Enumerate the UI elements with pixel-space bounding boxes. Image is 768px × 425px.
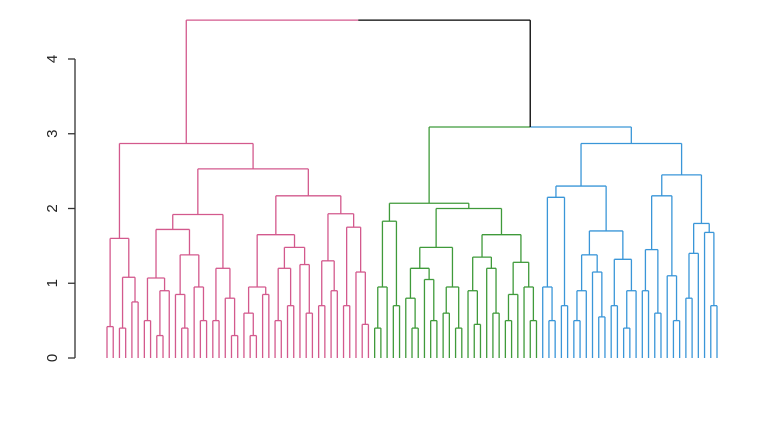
y-tick-label: 2 bbox=[44, 204, 61, 212]
y-tick-label: 4 bbox=[44, 55, 61, 63]
y-tick-label: 3 bbox=[44, 130, 61, 138]
y-tick-label: 0 bbox=[44, 354, 61, 362]
y-tick-label: 1 bbox=[44, 279, 61, 287]
